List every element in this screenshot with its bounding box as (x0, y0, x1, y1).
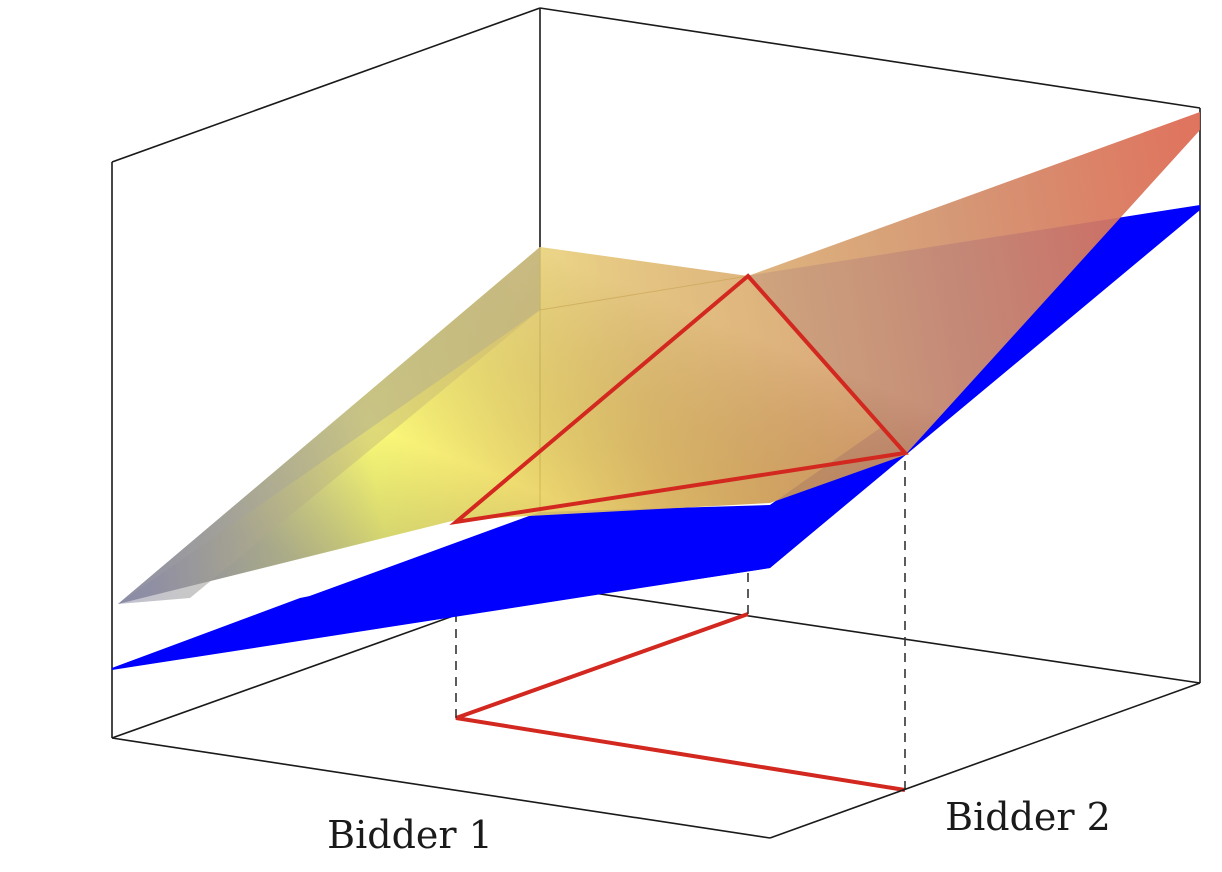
region-outline-surface (449, 273, 909, 526)
upper-surface (118, 112, 1200, 604)
lower-surface-body (112, 205, 1200, 668)
bidder2-axis-label: Bidder 2 (945, 795, 1111, 839)
projection-lines (455, 455, 906, 790)
bounding-box-front (111, 682, 1201, 839)
region-outline-base (455, 612, 906, 792)
bidder1-axis-label: Bidder 1 (327, 813, 493, 857)
